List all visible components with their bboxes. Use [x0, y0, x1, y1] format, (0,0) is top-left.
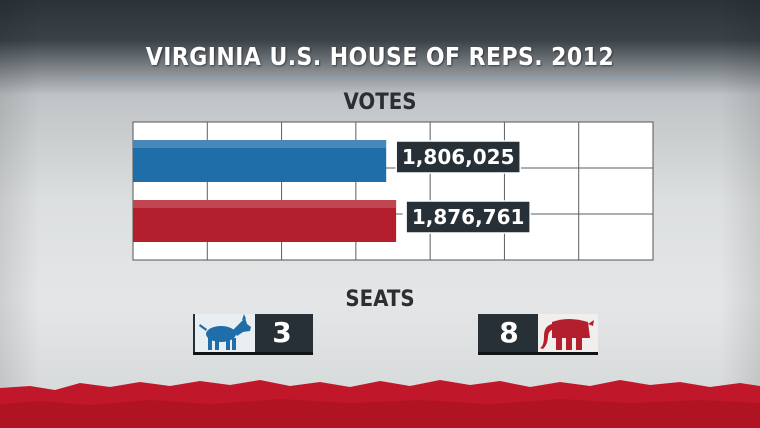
- bar-highlight-1: [133, 200, 397, 208]
- red-torn-band: [0, 380, 760, 428]
- elephant-icon: [538, 314, 598, 352]
- democrat-seats-box: 3: [193, 314, 313, 355]
- seats-heading: SEATS: [345, 287, 415, 312]
- data-label-box-0: [395, 140, 521, 174]
- bar-1: [133, 200, 397, 242]
- data-label-0: 1,806,025: [402, 145, 515, 169]
- republican-seat-count: 8: [499, 316, 519, 349]
- bar-highlight-0: [133, 140, 387, 148]
- left-shade: [0, 0, 40, 428]
- data-label-pointer-0: [389, 151, 397, 163]
- republican-seats-box: 8: [478, 314, 598, 355]
- democrat-seat-count: 3: [272, 316, 292, 349]
- data-label-pointer-1: [399, 211, 407, 223]
- data-label-1: 1,876,761: [412, 205, 525, 229]
- chart-title: VIRGINIA U.S. HOUSE OF REPS. 2012: [145, 42, 615, 71]
- votes-heading: VOTES: [343, 90, 417, 115]
- donkey-icon: [195, 314, 255, 352]
- title-divider: [80, 78, 680, 80]
- data-label-box-1: [405, 200, 531, 234]
- bar-0: [133, 140, 387, 182]
